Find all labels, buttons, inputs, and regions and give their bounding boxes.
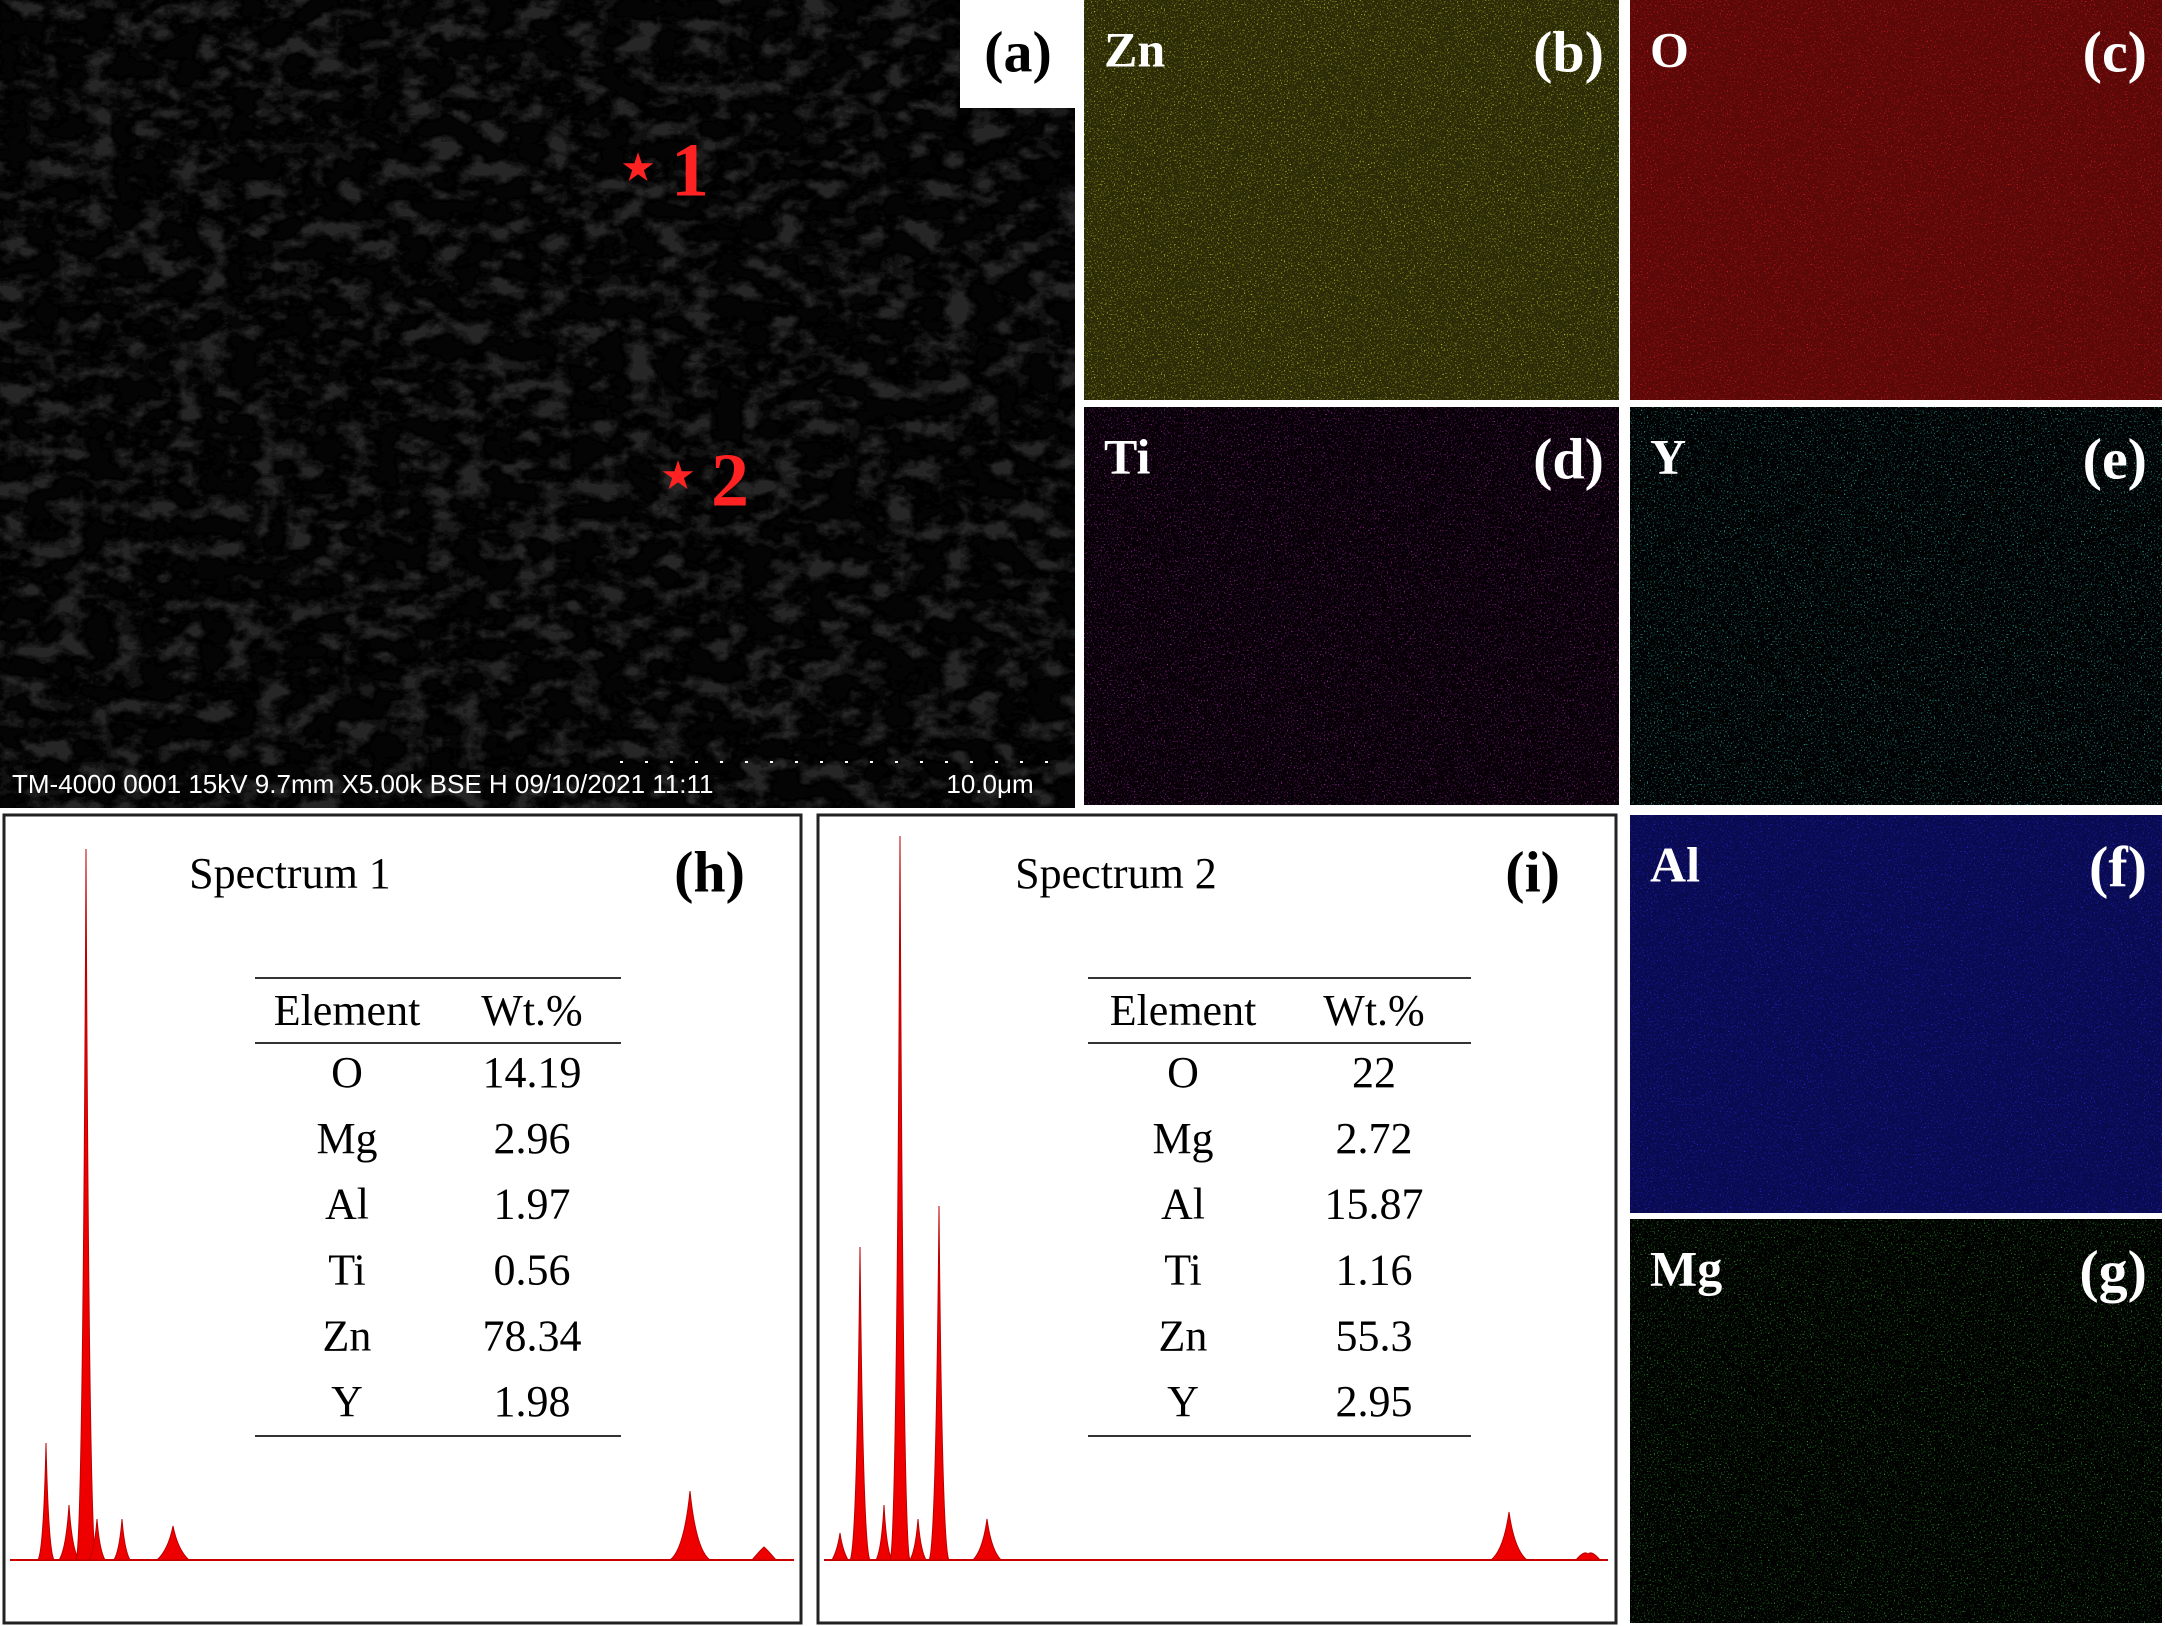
- table-header: Element: [1110, 986, 1257, 1035]
- panel-label: (g): [2079, 1238, 2147, 1303]
- spectrum-peak: [928, 1205, 950, 1561]
- spectrum-peak: [909, 1518, 927, 1561]
- spectrum-peak: [155, 1525, 191, 1561]
- map-dots: [1630, 1219, 2162, 1623]
- spectrum-title: Spectrum 1: [189, 849, 391, 898]
- map-dots: [1084, 407, 1619, 805]
- spectrum-peak: [849, 1246, 871, 1561]
- table-cell: Zn: [1159, 1311, 1208, 1360]
- table-cell: 15.87: [1325, 1180, 1424, 1229]
- map-dots: [1084, 0, 1619, 400]
- spectrum-panel: [816, 813, 1618, 1625]
- spectrum-peak: [37, 1442, 55, 1561]
- panel-label: (i): [1505, 839, 1560, 904]
- table-cell: 14.19: [483, 1048, 582, 1097]
- table-header: Wt.%: [481, 986, 582, 1035]
- table-header: Element: [274, 986, 421, 1035]
- table-cell: Ti: [1164, 1245, 1202, 1294]
- table-cell: 0.56: [494, 1245, 571, 1294]
- table-cell: 55.3: [1336, 1311, 1413, 1360]
- table-cell: Y: [331, 1377, 363, 1426]
- map-dots: [1630, 815, 2162, 1213]
- table-cell: Al: [1161, 1180, 1205, 1229]
- spectrum-peak: [1489, 1511, 1529, 1561]
- spectrum-peak: [831, 1532, 849, 1561]
- panel-label: (d): [1533, 426, 1604, 491]
- point-marker: 2: [711, 438, 749, 522]
- map-dots: [1630, 0, 2162, 400]
- spectrum-peak: [58, 1504, 80, 1561]
- spectrum-peak: [88, 1518, 106, 1561]
- spectrum-peak: [668, 1490, 712, 1561]
- element-label: Mg: [1650, 1240, 1722, 1296]
- spectrum-panel: [2, 813, 803, 1625]
- panel-label: (a): [984, 19, 1052, 84]
- table-cell: Mg: [1152, 1114, 1213, 1163]
- table-cell: Al: [325, 1180, 369, 1229]
- map-dots: [1630, 407, 2162, 805]
- table-cell: Zn: [323, 1311, 372, 1360]
- spectrum-peak: [1574, 1552, 1602, 1561]
- table-cell: 1.16: [1336, 1245, 1413, 1294]
- table-cell: O: [331, 1048, 363, 1097]
- panel-label: (b): [1533, 19, 1604, 84]
- spectrum-title: Spectrum 2: [1015, 849, 1217, 898]
- panel-label: (e): [2083, 426, 2147, 491]
- element-label: Ti: [1104, 428, 1150, 484]
- label-box: [960, 0, 1075, 108]
- star: ★: [620, 145, 656, 190]
- table-cell: 78.34: [483, 1311, 582, 1360]
- spectrum-peak: [113, 1518, 131, 1561]
- element-label: Al: [1650, 836, 1700, 892]
- table-cell: 22: [1352, 1048, 1396, 1097]
- panel-label: (h): [674, 839, 745, 904]
- spectrum-peak: [750, 1546, 778, 1561]
- spectrum-peak: [971, 1518, 1003, 1561]
- table-cell: 2.96: [494, 1114, 571, 1163]
- element-label: O: [1650, 21, 1689, 77]
- sem-texture: [0, 0, 1075, 808]
- table-cell: Y: [1167, 1377, 1199, 1426]
- table-cell: 1.97: [494, 1180, 571, 1229]
- table-cell: 2.72: [1336, 1114, 1413, 1163]
- spectrum-peak: [875, 1504, 893, 1561]
- table-cell: O: [1167, 1048, 1199, 1097]
- table-header: Wt.%: [1323, 986, 1424, 1035]
- sem-info: TM-4000 0001 15kV 9.7mm X5.00k BSE H 09/…: [12, 769, 713, 799]
- point-marker: 1: [671, 128, 709, 212]
- star: ★: [660, 453, 696, 498]
- panel-label: (c): [2083, 19, 2147, 84]
- table-cell: Ti: [328, 1245, 366, 1294]
- table-cell: Mg: [316, 1114, 377, 1163]
- element-label: Y: [1650, 428, 1686, 484]
- spectrum-peak: [889, 835, 911, 1561]
- table-cell: 1.98: [494, 1377, 571, 1426]
- spectrum-peak: [75, 848, 97, 1561]
- scale-bar-label: 10.0μm: [946, 769, 1033, 799]
- table-cell: 2.95: [1336, 1377, 1413, 1426]
- element-label: Zn: [1104, 21, 1165, 77]
- panel-label: (f): [2089, 834, 2147, 899]
